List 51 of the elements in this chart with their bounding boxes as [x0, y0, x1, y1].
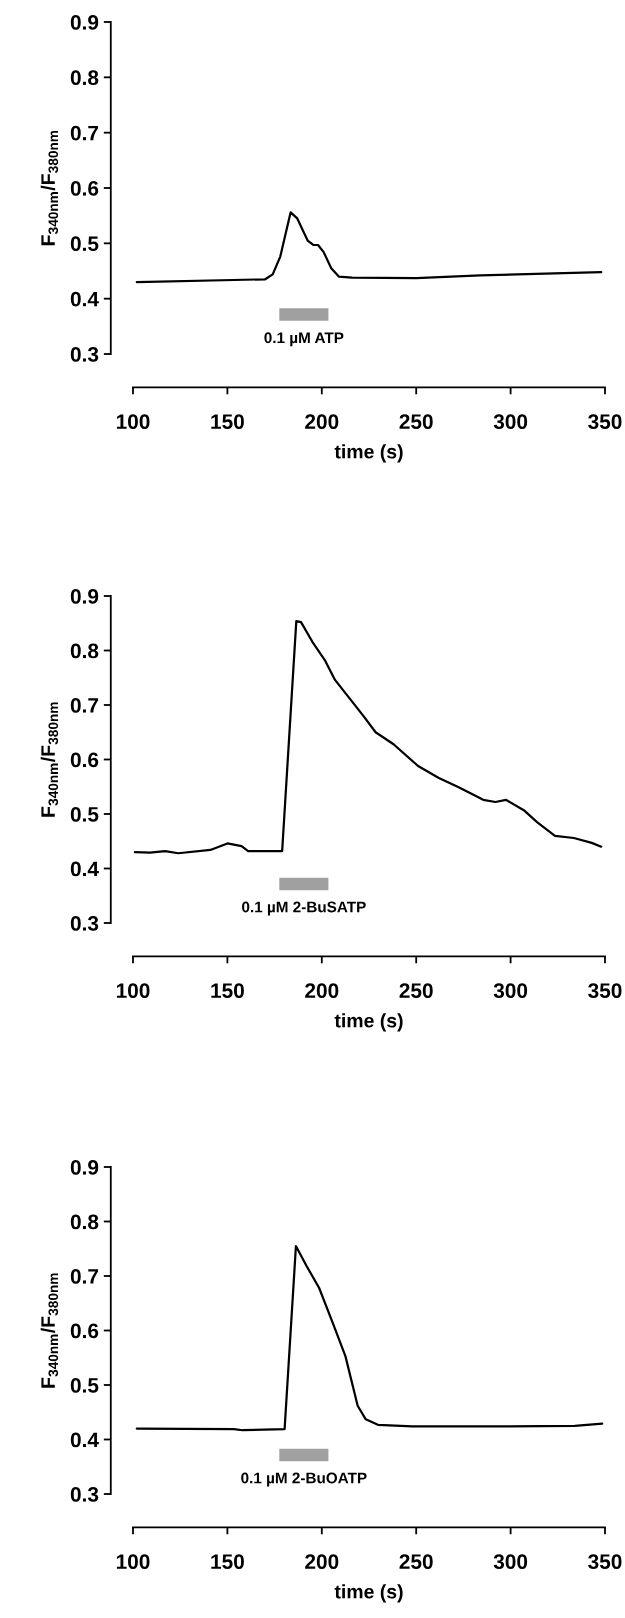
line-series	[135, 1244, 604, 1432]
x-tick-label: 150	[211, 414, 244, 430]
y-tick-label: 0.4	[70, 291, 99, 307]
x-tick-label: 350	[588, 1554, 622, 1570]
y-tick-label: 0.6	[70, 752, 99, 768]
x-tick-label: 200	[305, 983, 339, 999]
y-tick-label: 0.3	[70, 1487, 99, 1502]
y-tick-label: 0.8	[70, 643, 99, 659]
x-tick-label: 250	[399, 1554, 433, 1570]
x-tick-label: 150	[211, 1554, 244, 1570]
x-tick-label: 300	[493, 414, 528, 430]
y-axis-title: F$_{340nm}$/F$_{380nm}$	[40, 1273, 59, 1388]
x-tick-label: 200	[305, 1554, 339, 1570]
x-axis-title: time (s)	[334, 444, 403, 463]
annotation: 0.1 µM ATP	[264, 332, 344, 347]
x-tick-label: 100	[116, 414, 150, 430]
y-tick-label: 0.3	[70, 347, 99, 362]
y-tick-label: 0.5	[70, 236, 99, 252]
x-tick-label: 300	[493, 1554, 528, 1570]
y-axis-title: F$_{340nm}$/F$_{380nm}$	[40, 130, 59, 246]
x-axis-title: time (s)	[334, 1013, 403, 1032]
y-tick-label: 0.5	[70, 807, 99, 822]
x-axis-title: time (s)	[334, 1584, 403, 1603]
x-tick-label: 150	[211, 983, 244, 999]
y-tick-label: 0.4	[70, 861, 99, 877]
line-series	[135, 211, 603, 284]
x-tick-label: 350	[588, 983, 622, 999]
line-series	[133, 619, 603, 855]
x-tick-label: 200	[305, 414, 339, 430]
y-tick-label: 0.9	[70, 15, 99, 30]
x-tick-label: 350	[588, 414, 622, 430]
y-tick-label: 0.7	[70, 1269, 99, 1284]
y-tick-label: 0.3	[70, 916, 99, 931]
y-tick-label: 0.5	[70, 1378, 99, 1393]
x-tick-label: 100	[116, 983, 150, 999]
x-tick-label: 300	[493, 983, 528, 999]
x-tick-label: 250	[399, 983, 433, 999]
y-tick-label: 0.6	[70, 1323, 99, 1339]
x-tick-label: 100	[116, 1554, 150, 1570]
y-tick-label: 0.8	[70, 70, 99, 86]
y-axis-title: F$_{340nm}$/F$_{380nm}$	[40, 702, 59, 817]
y-tick-label: 0.6	[70, 181, 99, 196]
annotation: 0.1 µM 2-BuOATP	[241, 1472, 367, 1487]
y-tick-label: 0.4	[70, 1432, 99, 1448]
y-tick-label: 0.9	[70, 1160, 99, 1175]
y-tick-label: 0.7	[70, 125, 99, 141]
annotation: 0.1 µM 2-BuSATP	[242, 901, 366, 916]
x-tick-label: 250	[399, 414, 433, 430]
y-tick-label: 0.9	[70, 589, 99, 604]
y-tick-label: 0.8	[70, 1214, 99, 1230]
y-tick-label: 0.7	[70, 698, 99, 713]
